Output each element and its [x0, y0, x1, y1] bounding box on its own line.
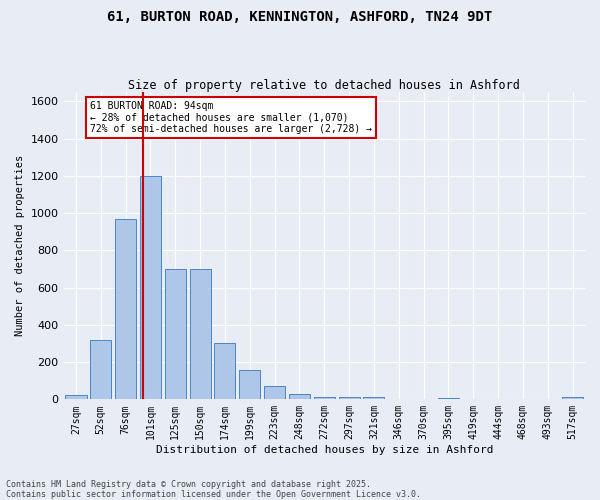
Bar	[438, 398, 459, 400]
Bar	[140, 176, 161, 400]
Bar	[289, 394, 310, 400]
Bar	[165, 269, 186, 400]
Text: 61, BURTON ROAD, KENNINGTON, ASHFORD, TN24 9DT: 61, BURTON ROAD, KENNINGTON, ASHFORD, TN…	[107, 10, 493, 24]
Bar	[338, 396, 359, 400]
X-axis label: Distribution of detached houses by size in Ashford: Distribution of detached houses by size …	[155, 445, 493, 455]
Text: Contains HM Land Registry data © Crown copyright and database right 2025.
Contai: Contains HM Land Registry data © Crown c…	[6, 480, 421, 499]
Bar	[65, 394, 86, 400]
Bar	[190, 269, 211, 400]
Bar	[239, 370, 260, 400]
Y-axis label: Number of detached properties: Number of detached properties	[15, 155, 25, 336]
Text: 61 BURTON ROAD: 94sqm
← 28% of detached houses are smaller (1,070)
72% of semi-d: 61 BURTON ROAD: 94sqm ← 28% of detached …	[89, 101, 371, 134]
Bar	[90, 340, 112, 400]
Bar	[214, 342, 235, 400]
Bar	[314, 396, 335, 400]
Bar	[562, 398, 583, 400]
Bar	[364, 398, 385, 400]
Title: Size of property relative to detached houses in Ashford: Size of property relative to detached ho…	[128, 79, 520, 92]
Bar	[115, 218, 136, 400]
Bar	[264, 386, 285, 400]
